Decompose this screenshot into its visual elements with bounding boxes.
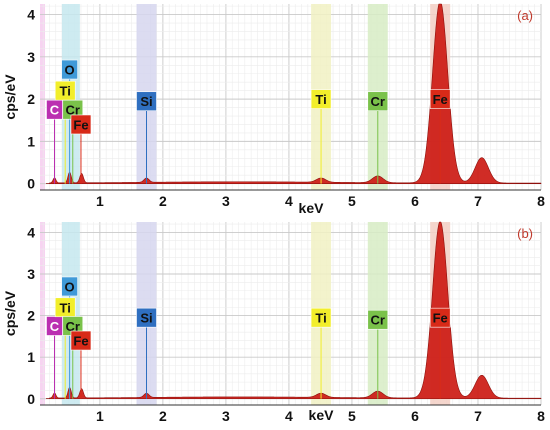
panel-label: (b): [517, 226, 533, 241]
element-marker-fe: Fe: [70, 330, 92, 399]
element-label: Ti: [60, 84, 71, 99]
element-marker-ti: Ti: [310, 89, 332, 184]
y-tick-label: 4: [27, 7, 35, 23]
panel-label: (a): [517, 8, 533, 23]
y-tick-label: 0: [27, 391, 35, 407]
element-label-box: [136, 307, 157, 328]
element-label: C: [50, 103, 60, 118]
x-tick-label: 7: [474, 193, 482, 209]
x-tick-label: 4: [285, 408, 293, 424]
x-tick-label: 8: [537, 193, 545, 209]
y-axis-label: cps/eV: [2, 290, 18, 336]
x-tick-label: 5: [348, 408, 356, 424]
y-axis-label: cps/eV: [2, 74, 18, 120]
element-label: Fe: [73, 117, 88, 132]
element-label-box: [429, 89, 451, 109]
element-label: Fe: [433, 311, 448, 326]
x-tick-label: 6: [411, 193, 419, 209]
x-tick-label: 6: [411, 408, 419, 424]
element-label: Ti: [315, 311, 326, 326]
element-marker-fe: Fe: [429, 307, 451, 399]
element-label: Si: [140, 311, 152, 326]
element-marker-fe: Fe: [70, 114, 92, 184]
element-label: Cr: [66, 103, 80, 118]
element-label: C: [50, 319, 60, 334]
element-label-box: [61, 59, 78, 80]
element-label: Ti: [315, 92, 326, 107]
element-label: O: [65, 63, 75, 78]
x-tick-label: 8: [537, 408, 545, 424]
x-axis-label: keV: [309, 407, 335, 423]
element-label: Si: [140, 94, 152, 109]
element-label-box: [310, 89, 332, 109]
element-label: Cr: [371, 313, 385, 328]
y-tick-label: 4: [27, 224, 35, 240]
y-tick-label: 2: [27, 308, 35, 324]
element-marker-cr: Cr: [367, 309, 389, 399]
gridlines: [40, 4, 542, 190]
y-tick-label: 3: [27, 266, 35, 282]
y-tick-label: 0: [27, 176, 35, 192]
element-label-box: [70, 330, 92, 351]
low-energy-band: [40, 4, 45, 190]
x-tick-label: 3: [222, 193, 230, 209]
element-label-box: [136, 91, 157, 112]
element-marker-si: Si: [136, 91, 157, 184]
element-label-box: [367, 309, 389, 330]
x-tick-label: 7: [474, 408, 482, 424]
plot-area: [40, 222, 541, 405]
x-tick-label: 1: [96, 408, 104, 424]
element-marker-ti: Ti: [54, 80, 76, 184]
y-tick-label: 3: [27, 49, 35, 65]
element-label: Cr: [371, 94, 385, 109]
element-marker-si: Si: [136, 307, 157, 399]
element-label-box: [367, 91, 389, 112]
element-label: Cr: [66, 319, 80, 334]
element-label-box: [310, 307, 332, 328]
x-tick-label: 1: [96, 193, 104, 209]
element-marker-c: C: [46, 99, 63, 184]
x-axis-label: keV: [299, 200, 325, 216]
tick-labels: 1 2 3 4 5 6 7 8 0 1 2 3 4: [27, 224, 545, 424]
x-tick-label: 2: [159, 408, 167, 424]
x-tick-label: 5: [348, 193, 356, 209]
element-label: Fe: [73, 334, 88, 349]
element-label: Ti: [60, 300, 71, 315]
element-marker-cr: Cr: [367, 91, 389, 184]
plot-area: [40, 4, 541, 190]
y-tick-label: 1: [27, 349, 35, 365]
element-label: O: [65, 279, 75, 294]
x-tick-label: 4: [285, 193, 293, 209]
y-tick-label: 1: [27, 133, 35, 149]
x-tick-label: 3: [222, 408, 230, 424]
element-marker-fe: Fe: [429, 89, 451, 184]
element-label: Fe: [433, 92, 448, 107]
x-tick-label: 2: [159, 193, 167, 209]
element-label-box: [61, 276, 78, 297]
element-label-box: [70, 114, 92, 135]
y-tick-label: 2: [27, 91, 35, 107]
element-label-box: [429, 307, 451, 328]
element-marker-ti: Ti: [310, 307, 332, 399]
tick-labels: 1 2 3 4 5 6 7 8 0 1 2 3 4: [27, 7, 545, 209]
low-energy-band: [40, 222, 45, 405]
